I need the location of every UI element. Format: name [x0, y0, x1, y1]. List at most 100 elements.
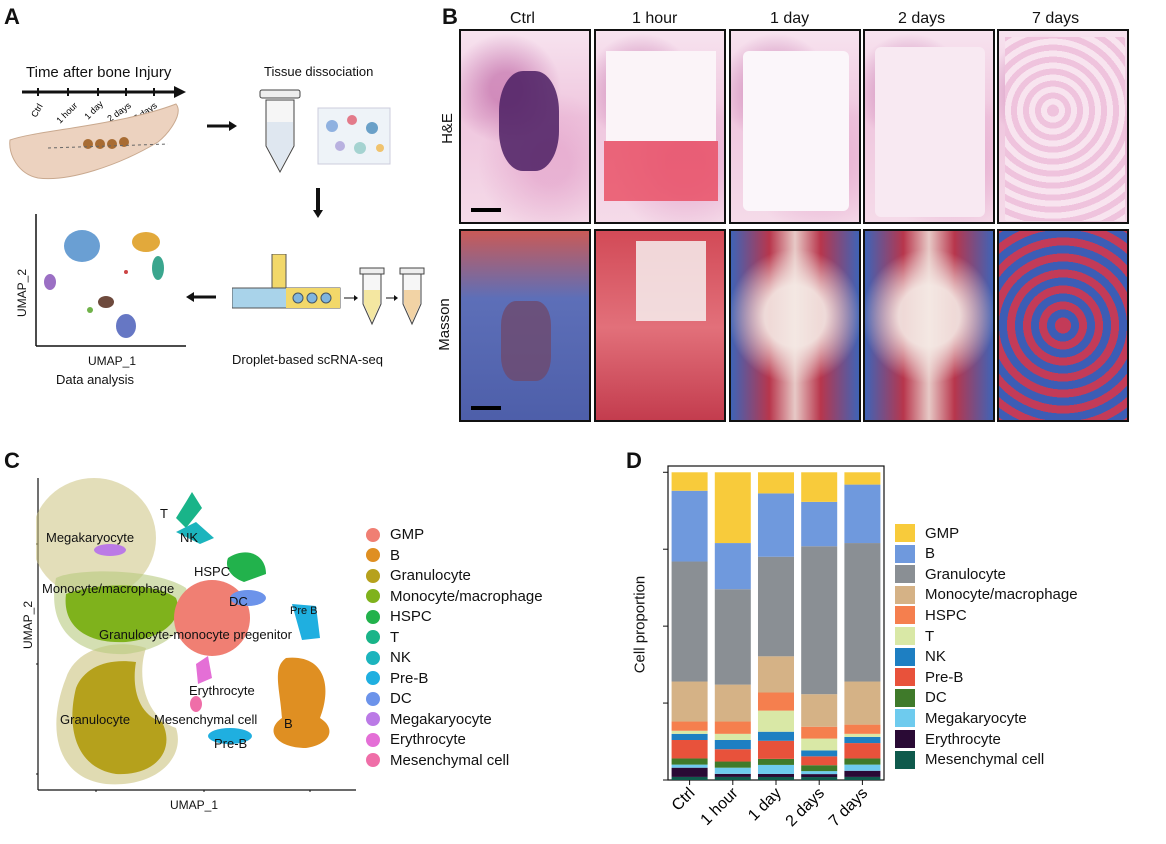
bar-segment: [671, 739, 708, 759]
histology-col-header: Ctrl: [510, 10, 535, 27]
bar-segment: [844, 758, 881, 765]
legend-item: T: [366, 629, 399, 646]
legend-swatch: [366, 691, 380, 706]
he-1day-image: [729, 29, 861, 224]
bar-segment: [757, 740, 795, 759]
bar-segment: [801, 771, 838, 775]
legend-label: Mesenchymal cell: [390, 751, 510, 769]
masson-1day-image: [729, 229, 861, 422]
bar-segment: [844, 770, 881, 777]
bar-segment: [844, 733, 881, 737]
cluster-label: Monocyte/macrophage: [42, 581, 175, 596]
bar-segment: [801, 738, 838, 751]
bar-segment: [714, 684, 751, 722]
bar-segment: [714, 721, 751, 734]
bar-segment: [757, 710, 795, 732]
bar-segment: [671, 490, 708, 562]
bar-segment: [757, 758, 795, 765]
bar-segment: [844, 736, 881, 744]
legend-item: Mesenchymal cell: [895, 750, 1045, 769]
bar-segment: [801, 777, 838, 780]
legend-item: DC: [895, 688, 947, 707]
legend-label: T: [390, 628, 400, 646]
legend-item: T: [895, 627, 934, 645]
bar-segment: [671, 721, 708, 731]
legend-item: NK: [366, 649, 411, 666]
he-2days-image: [863, 29, 995, 224]
legend-item: Megakaryocyte: [895, 709, 1027, 728]
legend-item: Monocyte/macrophage: [366, 588, 543, 605]
legend-item: Erythrocyte: [366, 731, 466, 748]
legend-item: Pre-B: [366, 670, 428, 687]
legend-swatch: [895, 606, 915, 625]
bar-segment: [714, 589, 751, 685]
panel-d-letter: D: [626, 448, 642, 473]
umap-plot: [36, 478, 356, 792]
bar-segment: [844, 472, 881, 485]
cluster-label: DC: [229, 594, 248, 609]
cluster-label: Granulocyte-monocyte pregenitor: [99, 627, 292, 642]
bar-segment: [844, 724, 881, 734]
legend-label: Monocyte/macrophage: [390, 587, 543, 605]
legend-item: B: [895, 544, 936, 563]
bar-segment: [757, 692, 795, 711]
bar-segment: [844, 776, 881, 780]
legend-label: Mesenchymal cell: [925, 751, 1045, 769]
masson-ctrl-image: [459, 229, 591, 422]
timeline-tick: Ctrl: [29, 102, 45, 119]
legend-item: Granulocyte: [366, 567, 471, 584]
bar-segment: [714, 749, 751, 762]
legend-swatch: [366, 671, 380, 685]
x-tick-label: Ctrl: [669, 785, 699, 815]
legend-label: Granulocyte: [390, 567, 471, 584]
legend-swatch: [895, 544, 915, 563]
bar-segment: [757, 776, 795, 780]
legend-swatch: [895, 688, 915, 707]
legend-item: Megakaryocyte: [366, 711, 492, 728]
legend-swatch: [366, 548, 380, 562]
bar-segment: [714, 776, 751, 780]
arrow-left-icon: [186, 289, 216, 302]
he-1hour-image: [594, 29, 726, 224]
legend-label: GMP: [390, 526, 425, 543]
bar-segment: [757, 731, 795, 741]
umap-xlabel: UMAP_1: [170, 798, 219, 812]
bar-segment: [844, 543, 881, 682]
legend-item: B: [366, 547, 400, 564]
legend-swatch: [895, 668, 915, 687]
legend-label: Pre-B: [925, 668, 964, 686]
legend-swatch: [366, 568, 380, 583]
histology-row-label-he: H&E: [438, 113, 456, 144]
legend-swatch: [366, 630, 380, 644]
masson-1hour-image: [594, 229, 726, 422]
cluster-label: Granulocyte: [60, 712, 131, 727]
legend-label: NK: [390, 649, 411, 666]
bar-segment: [801, 501, 838, 547]
bar-segment: [801, 546, 838, 695]
panel-a-letter: A: [4, 4, 20, 29]
arrow-right-icon: [207, 118, 237, 131]
bar-segment: [714, 472, 751, 544]
legend-swatch: [895, 730, 915, 748]
bar-segment: [801, 774, 838, 778]
umap-ylabel: UMAP_2: [21, 600, 36, 650]
legend-item: HSPC: [366, 608, 432, 625]
masson-2days-image: [863, 229, 995, 422]
bar-segment: [671, 776, 708, 780]
umap-legend: GMP B Granulocyte Monocyte/macrophage HSPC T N…: [366, 526, 586, 786]
bar-segment: [757, 493, 795, 557]
legend-label: B: [925, 545, 936, 563]
bar-segment: [801, 726, 838, 739]
legend-item: NK: [895, 647, 946, 666]
bar-segment: [671, 730, 708, 734]
legend-item: Erythrocyte: [895, 730, 1001, 748]
scale-bar: [471, 406, 501, 410]
x-tick-label: 2 days: [783, 785, 828, 830]
cluster-label: Erythrocyte: [189, 683, 255, 698]
legend-swatch: [366, 527, 380, 542]
legend-swatch: [366, 753, 380, 767]
legend-label: Megakaryocyte: [925, 709, 1027, 727]
histology-col-header: 2 days: [898, 10, 946, 27]
droplet-seq-illustration: [232, 254, 425, 326]
